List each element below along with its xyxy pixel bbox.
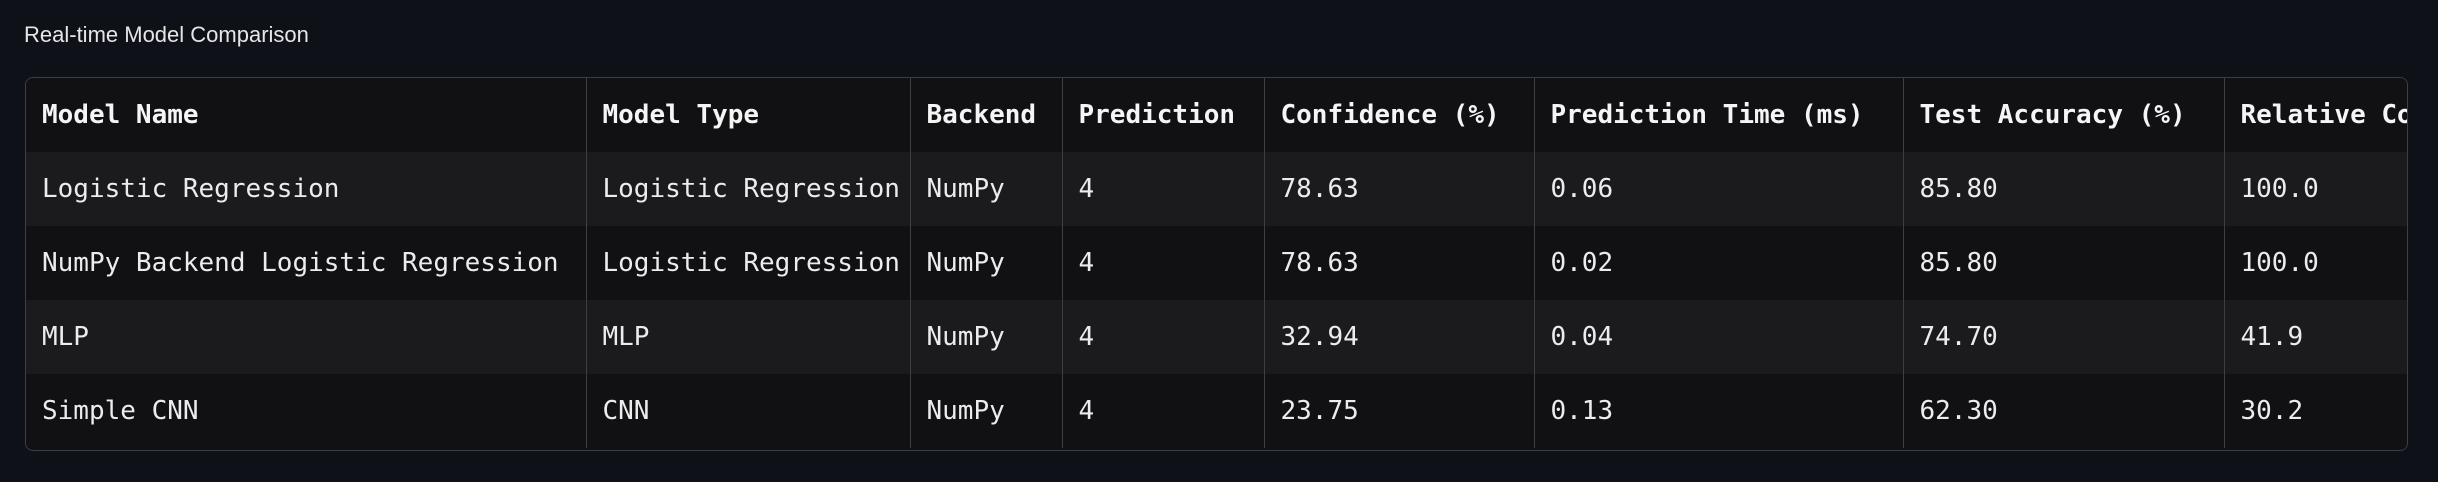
column-header[interactable]: Model Name bbox=[26, 78, 587, 152]
column-header[interactable]: Test Accuracy (%) bbox=[1903, 78, 2225, 152]
table-cell[interactable]: 23.75 bbox=[1264, 374, 1535, 448]
table-cell[interactable]: 41.9 bbox=[2224, 300, 2407, 374]
column-header[interactable]: Prediction bbox=[1062, 78, 1265, 152]
header-row: Model Name Model Type Backend Prediction… bbox=[26, 78, 2407, 152]
table-row: Simple CNN CNN NumPy 4 23.75 0.13 62.30 … bbox=[26, 374, 2407, 448]
table-cell[interactable]: 0.04 bbox=[1534, 300, 1904, 374]
table-cell[interactable]: CNN bbox=[586, 374, 911, 448]
table-cell[interactable]: 4 bbox=[1062, 226, 1265, 300]
table-cell[interactable]: 4 bbox=[1062, 300, 1265, 374]
column-header[interactable]: Prediction Time (ms) bbox=[1534, 78, 1904, 152]
table-cell[interactable]: 0.02 bbox=[1534, 226, 1904, 300]
data-grid: Model Name Model Type Backend Prediction… bbox=[26, 78, 2407, 448]
table-cell[interactable]: 0.06 bbox=[1534, 152, 1904, 226]
table-cell[interactable]: Simple CNN bbox=[26, 374, 587, 448]
table-cell[interactable]: MLP bbox=[586, 300, 911, 374]
table-cell[interactable]: MLP bbox=[26, 300, 587, 374]
table-cell[interactable]: NumPy Backend Logistic Regression bbox=[26, 226, 587, 300]
table-caption: Real-time Model Comparison bbox=[24, 22, 309, 47]
table-cell[interactable]: 0.13 bbox=[1534, 374, 1904, 448]
table-cell[interactable]: NumPy bbox=[910, 226, 1063, 300]
table-cell[interactable]: 32.94 bbox=[1264, 300, 1535, 374]
table-cell[interactable]: Logistic Regression bbox=[26, 152, 587, 226]
table-cell[interactable]: 30.2 bbox=[2224, 374, 2407, 448]
column-header[interactable]: Confidence (%) bbox=[1264, 78, 1535, 152]
table-cell[interactable]: 4 bbox=[1062, 374, 1265, 448]
table-cell[interactable]: 100.0 bbox=[2224, 152, 2407, 226]
table-row: NumPy Backend Logistic Regression Logist… bbox=[26, 226, 2407, 300]
column-header[interactable]: Backend bbox=[910, 78, 1063, 152]
table-cell[interactable]: 74.70 bbox=[1903, 300, 2225, 374]
model-comparison-table[interactable]: Model Name Model Type Backend Prediction… bbox=[25, 77, 2408, 451]
column-header[interactable]: Relative Confidence bbox=[2224, 78, 2407, 152]
column-header[interactable]: Model Type bbox=[586, 78, 911, 152]
table-cell[interactable]: 85.80 bbox=[1903, 226, 2225, 300]
table-cell[interactable]: NumPy bbox=[910, 374, 1063, 448]
table-cell[interactable]: 85.80 bbox=[1903, 152, 2225, 226]
table-cell[interactable]: 4 bbox=[1062, 152, 1265, 226]
table-cell[interactable]: 100.0 bbox=[2224, 226, 2407, 300]
table-cell[interactable]: 78.63 bbox=[1264, 226, 1535, 300]
table-cell[interactable]: NumPy bbox=[910, 152, 1063, 226]
table-cell[interactable]: 78.63 bbox=[1264, 152, 1535, 226]
table-cell[interactable]: Logistic Regression bbox=[586, 226, 911, 300]
table-cell[interactable]: Logistic Regression bbox=[586, 152, 911, 226]
table-cell[interactable]: NumPy bbox=[910, 300, 1063, 374]
table-row: Logistic Regression Logistic Regression … bbox=[26, 152, 2407, 226]
table-cell[interactable]: 62.30 bbox=[1903, 374, 2225, 448]
table-row: MLP MLP NumPy 4 32.94 0.04 74.70 41.9 bbox=[26, 300, 2407, 374]
